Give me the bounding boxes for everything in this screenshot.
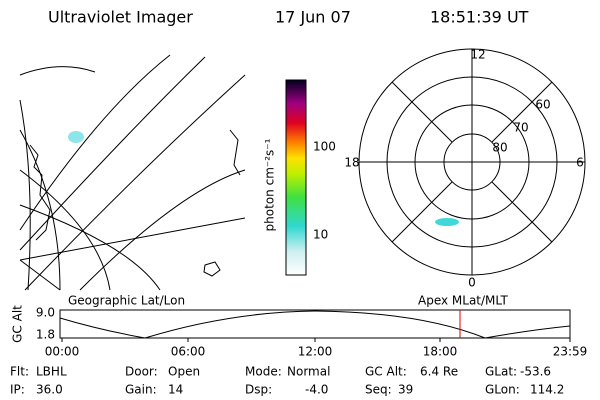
field-label: Seq: (365, 383, 392, 397)
field-label: Flt: (10, 365, 29, 379)
field-label: Dsp: (245, 383, 272, 397)
mlt-label: 6 (576, 156, 584, 170)
colorbar-tick: 100 (313, 140, 336, 154)
colorbar-label: photon cm⁻²s⁻¹ (263, 138, 277, 231)
lat-label: 60 (535, 98, 550, 112)
timeline-axis-label: GC Alt (11, 305, 25, 343)
colorbar (285, 79, 307, 276)
timeline-box (59, 309, 571, 339)
field-value: Normal (287, 365, 330, 379)
field-value: -53.6 (520, 365, 551, 379)
time-label: 18:00 (423, 345, 458, 359)
geo-map (19, 54, 246, 291)
colorbar-tick: 10 (313, 228, 328, 242)
field-label: IP: (10, 383, 25, 397)
field-value: 114.2 (530, 383, 564, 397)
field-value: 39 (398, 383, 413, 397)
field-label: Mode: (245, 365, 282, 379)
field-label: Door: (125, 365, 158, 379)
timeline-title: Apex MLat/MLT (418, 294, 508, 308)
time: 18:51:39 UT (430, 8, 529, 27)
lat-label: 70 (513, 121, 528, 135)
field-label: GLon: (485, 383, 520, 397)
field-value: -4.0 (305, 383, 328, 397)
timeline-title: Geographic Lat/Lon (68, 294, 185, 308)
field-value: LBHL (36, 365, 67, 379)
field-label: GC Alt: (365, 365, 407, 379)
field-value: 6.4 Re (420, 365, 458, 379)
y-label: 1.8 (36, 328, 55, 342)
time-label: 06:00 (171, 345, 206, 359)
title: Ultraviolet Imager (48, 8, 193, 27)
altitude-curve (59, 310, 571, 339)
field-value: Open (168, 365, 200, 379)
mlt-label: 0 (468, 276, 476, 290)
time-label: 12:00 (298, 345, 333, 359)
mlt-label: 18 (344, 156, 359, 170)
mlt-label: 12 (470, 48, 485, 62)
date: 17 Jun 07 (275, 8, 351, 27)
field-label: GLat: (485, 365, 517, 379)
polar-plot (358, 48, 586, 276)
field-value: 36.0 (36, 383, 63, 397)
time-label: 00:00 (45, 345, 80, 359)
time-label: 23:59 (553, 345, 588, 359)
field-value: 14 (168, 383, 183, 397)
field-label: Gain: (125, 383, 157, 397)
y-label: 9.0 (36, 306, 55, 320)
lat-label: 80 (492, 141, 507, 155)
